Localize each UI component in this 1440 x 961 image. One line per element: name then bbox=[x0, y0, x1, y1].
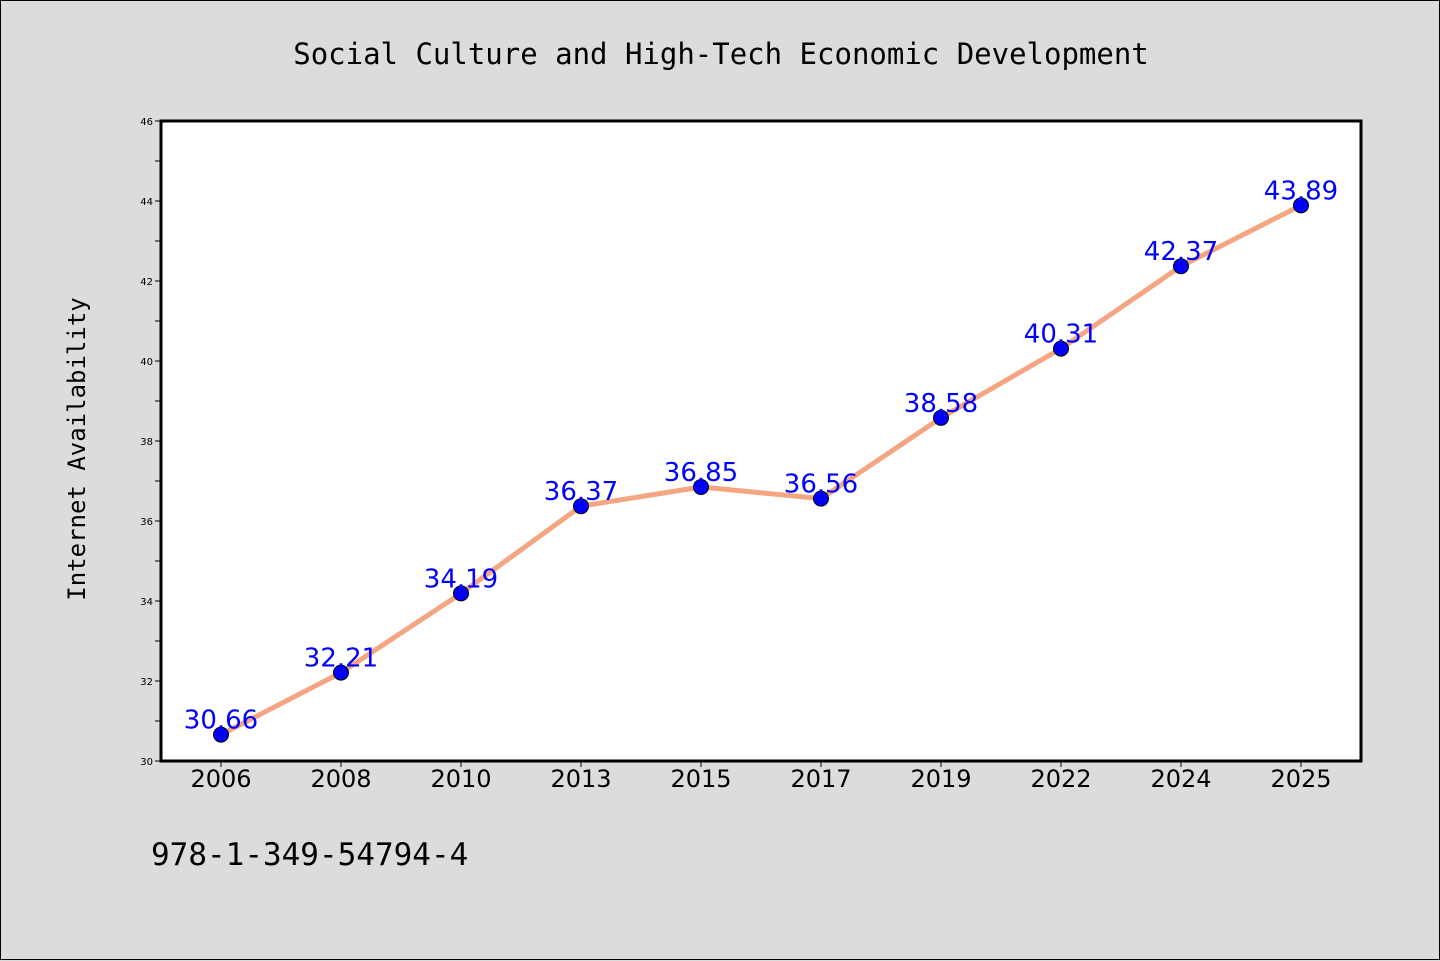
plot-area bbox=[161, 121, 1361, 761]
x-tick-label: 2022 bbox=[1030, 765, 1091, 793]
data-label: 36.85 bbox=[664, 458, 738, 488]
data-point bbox=[333, 664, 349, 681]
data-label: 42.37 bbox=[1144, 237, 1218, 267]
x-tick-label: 2019 bbox=[910, 765, 971, 793]
x-tick-label: 2025 bbox=[1270, 765, 1331, 793]
y-tick-label: 30 bbox=[140, 757, 153, 768]
y-tick-label: 34 bbox=[140, 597, 153, 608]
x-tick-label: 2008 bbox=[310, 765, 371, 793]
y-tick-label: 36 bbox=[140, 517, 153, 528]
x-tick-label: 2010 bbox=[430, 765, 491, 793]
y-tick-label: 38 bbox=[140, 437, 153, 448]
data-point bbox=[213, 726, 229, 743]
x-tick-label: 2017 bbox=[790, 765, 851, 793]
y-tick-label: 40 bbox=[140, 357, 153, 368]
isbn-annotation: 978-1-349-54794-4 bbox=[151, 837, 468, 873]
data-label: 43.89 bbox=[1264, 176, 1338, 206]
data-label: 32.21 bbox=[304, 644, 378, 674]
data-label: 34.19 bbox=[424, 564, 498, 594]
x-axis: 2006 2008 2010 2013 2015 2017 2019 2022 2024 2025 bbox=[190, 761, 1332, 793]
x-tick-label: 2013 bbox=[550, 765, 611, 793]
x-tick-label: 2015 bbox=[670, 765, 731, 793]
data-point bbox=[693, 479, 709, 495]
chart-title: Social Culture and High-Tech Economic De… bbox=[293, 37, 1149, 71]
y-axis: 30 32 34 36 38 40 42 44 46 bbox=[140, 117, 161, 768]
y-tick-label: 42 bbox=[140, 277, 153, 288]
series-markers bbox=[213, 197, 1309, 743]
data-point bbox=[1053, 340, 1069, 357]
plot-border bbox=[159, 119, 1363, 763]
y-axis-label: Internet Availability bbox=[63, 297, 91, 600]
data-point bbox=[813, 490, 829, 507]
x-tick-label: 2006 bbox=[190, 765, 251, 793]
y-tick-label: 44 bbox=[140, 197, 153, 208]
data-point bbox=[933, 409, 949, 426]
data-labels: 30.66 32.21 34.19 36.37 36.85 36.56 38.58 40.31… bbox=[184, 176, 1338, 735]
series-line bbox=[219, 203, 1303, 737]
data-label: 40.31 bbox=[1024, 320, 1098, 350]
y-tick-label: 46 bbox=[140, 117, 153, 128]
data-point bbox=[1293, 197, 1309, 214]
data-label: 38.58 bbox=[904, 389, 978, 419]
x-tick-label: 2024 bbox=[1150, 765, 1211, 793]
data-label: 30.66 bbox=[184, 706, 258, 736]
data-label: 36.56 bbox=[784, 470, 858, 500]
y-tick-label: 32 bbox=[140, 677, 153, 688]
data-point bbox=[573, 498, 589, 515]
data-label: 36.37 bbox=[544, 477, 618, 507]
data-point bbox=[453, 585, 469, 602]
data-point bbox=[1173, 258, 1189, 275]
